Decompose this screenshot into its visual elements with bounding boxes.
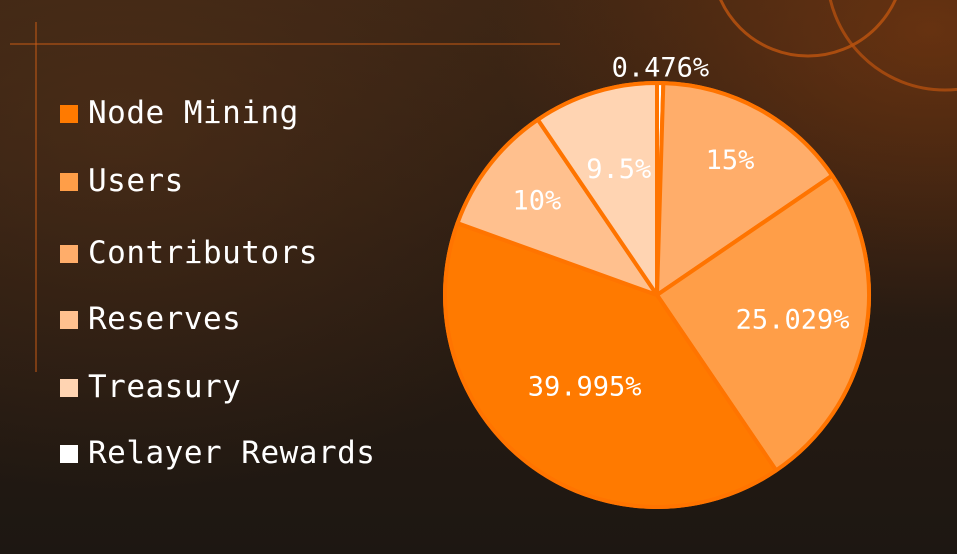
pie-slice-node-mining bbox=[443, 221, 779, 509]
legend-item-reserves: Reserves bbox=[60, 304, 241, 335]
legend-label-contributors: Contributors bbox=[88, 235, 318, 271]
decor-ring-left bbox=[719, 0, 897, 58]
legend-swatch-users bbox=[60, 172, 78, 191]
data-label-treasury: 9.5% bbox=[586, 154, 651, 185]
legend-item-relayer-rewards: Relayer Rewards bbox=[60, 438, 375, 469]
legend-label-reserves: Reserves bbox=[88, 301, 242, 337]
legend-swatch-reserves bbox=[60, 310, 78, 329]
legend-swatch-relayer-rewards bbox=[60, 444, 78, 463]
legend-label-node-mining: Node Mining bbox=[88, 95, 299, 131]
legend-swatch-contributors bbox=[60, 244, 78, 263]
decor-ring-right bbox=[828, 0, 957, 92]
data-label-reserves: 10% bbox=[513, 185, 562, 216]
legend-label-treasury: Treasury bbox=[88, 369, 242, 405]
pie-slice-contributors bbox=[655, 81, 835, 297]
pie-slice-treasury bbox=[535, 81, 659, 297]
pie-slice-reserves bbox=[455, 117, 659, 297]
data-label-relayer-rewards: 0.476% bbox=[612, 53, 710, 84]
legend-item-users: Users bbox=[60, 166, 184, 197]
data-label-contributors: 15% bbox=[706, 145, 755, 176]
legend-item-contributors: Contributors bbox=[60, 238, 318, 269]
pie-slice-users bbox=[655, 173, 871, 473]
legend-item-node-mining: Node Mining bbox=[60, 98, 299, 129]
data-label-users: 25.029% bbox=[736, 304, 850, 335]
legend-label-relayer-rewards: Relayer Rewards bbox=[88, 435, 376, 471]
legend-item-treasury: Treasury bbox=[60, 372, 241, 403]
legend-label-users: Users bbox=[88, 163, 184, 199]
legend-swatch-treasury bbox=[60, 378, 78, 397]
legend-swatch-node-mining bbox=[60, 104, 78, 123]
data-label-node-mining: 39.995% bbox=[528, 372, 642, 403]
